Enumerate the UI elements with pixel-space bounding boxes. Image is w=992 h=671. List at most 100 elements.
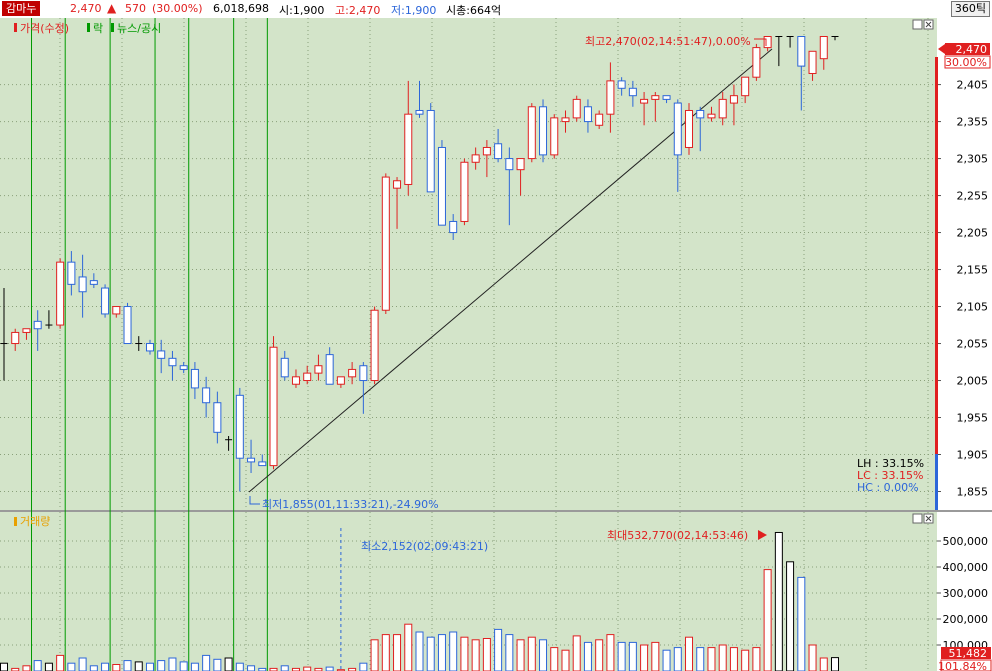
volume-bar — [527, 636, 536, 671]
volume-bar — [752, 647, 761, 671]
candle-body — [179, 365, 188, 370]
stock-name[interactable]: 감마누 — [2, 1, 41, 16]
volume-bar — [449, 631, 458, 671]
volume-bar — [595, 639, 604, 671]
current-price-badge: 2,470 — [956, 43, 988, 56]
stat-lc: LC : 33.15% — [857, 469, 923, 482]
volume-bar — [494, 628, 503, 671]
volume-legend-label[interactable]: 거래량 — [20, 515, 50, 528]
candles — [0, 35, 839, 492]
quote-header: 감마누 2,470 ▲ 570 (30.00%) 6,018,698 시:1,9… — [0, 0, 992, 19]
candle-body — [561, 117, 570, 123]
price-tick-label: 2,405 — [957, 79, 989, 92]
candle-body — [235, 394, 244, 459]
volume-bar — [437, 634, 446, 671]
candle-body — [583, 106, 592, 123]
candle-body — [471, 154, 480, 163]
price-legend-marker — [14, 23, 17, 32]
trend-line — [248, 48, 773, 493]
high-price: 고:2,470 — [335, 4, 381, 17]
minimize-icon[interactable] — [912, 513, 923, 524]
candle-body — [291, 376, 300, 385]
news-legend-label[interactable]: 뉴스/공시 — [117, 22, 161, 35]
volume-bar — [381, 634, 390, 671]
max-volume-annotation: 최대532,770(02,14:53:46) — [607, 529, 748, 542]
candle-body — [78, 276, 87, 293]
candle-body — [729, 95, 738, 104]
volume-bar — [190, 662, 199, 671]
news-legend-marker — [111, 23, 114, 32]
volume-bar — [11, 667, 20, 671]
volume-bar — [393, 634, 402, 671]
volume-bar — [359, 662, 368, 671]
candle-body — [685, 109, 694, 148]
volume-bar — [89, 665, 98, 671]
candle-body — [190, 368, 199, 389]
volume-bar — [303, 666, 312, 671]
lower-range-bar — [935, 454, 938, 510]
volume-bar — [269, 667, 278, 671]
candle-body — [22, 328, 31, 333]
volume-panel-buttons[interactable] — [912, 513, 934, 524]
min-price-annotation: 최저1,855(01,11:33:21),-24.90% — [262, 498, 439, 511]
candle-body — [505, 158, 514, 171]
price-legend-label[interactable]: 가격(수정) — [20, 22, 69, 35]
current-pct-badge-bg — [944, 55, 991, 69]
candle-body — [628, 87, 637, 97]
min-price-arrow-icon — [249, 496, 260, 505]
volume-bar — [460, 636, 469, 671]
candle-body — [707, 113, 716, 119]
price-axis-bg — [937, 18, 992, 510]
candle-body — [112, 306, 121, 315]
candle-body — [168, 357, 177, 367]
volume-bar — [280, 665, 289, 671]
candle-body — [797, 35, 806, 67]
candle-body — [752, 47, 761, 78]
volume-bar — [651, 641, 660, 671]
volume-bar — [606, 634, 615, 671]
current-range-bar — [935, 57, 938, 488]
volume-bar — [707, 647, 716, 671]
price-change-pct: (30.00%) — [152, 2, 203, 15]
volume-bar — [505, 634, 514, 671]
minimize-icon[interactable] — [912, 19, 923, 30]
volume-bar — [741, 649, 750, 671]
price-panel-buttons[interactable] — [912, 19, 934, 30]
volume-bar — [786, 561, 795, 671]
current-volume-badge-bg — [941, 647, 991, 659]
volume-bar — [831, 657, 839, 671]
candle-body — [157, 350, 166, 359]
volume-value: 6,018,698 — [213, 2, 269, 15]
volume-bar — [539, 639, 548, 671]
price-tick-label: 2,305 — [957, 153, 989, 166]
volume-bar — [202, 654, 211, 671]
volume-bar — [718, 644, 727, 671]
volume-bar — [797, 576, 806, 671]
candle-body — [595, 113, 604, 126]
volume-bar — [763, 569, 772, 671]
volume-bar — [729, 647, 738, 671]
volume-legend-marker — [14, 517, 17, 526]
price-tick-label: 2,355 — [957, 116, 989, 129]
max-volume-arrow-icon — [758, 530, 767, 540]
price-tick-label: 2,205 — [957, 227, 989, 240]
candle-body — [101, 287, 110, 315]
candle-body — [258, 461, 267, 467]
volume-bar — [235, 662, 244, 671]
candle-body — [808, 50, 817, 74]
volume-bar — [22, 665, 31, 671]
volume-bar — [258, 667, 267, 671]
max-price-annotation: 최고2,470(02,14:51:47),0.00% — [585, 35, 751, 48]
candle-body — [741, 76, 750, 97]
rak-legend-label[interactable]: 락 — [93, 22, 103, 35]
volume-bar — [561, 649, 570, 671]
candle-body — [269, 346, 278, 467]
tick-setting-button[interactable]: 360틱 — [950, 1, 990, 17]
volume-bar — [696, 647, 705, 671]
price-change: 570 — [125, 2, 146, 15]
volume-bar — [56, 654, 65, 671]
candle-body — [482, 146, 491, 156]
volume-bar — [325, 666, 334, 671]
volume-bar — [640, 644, 649, 671]
candle-body — [460, 161, 469, 222]
